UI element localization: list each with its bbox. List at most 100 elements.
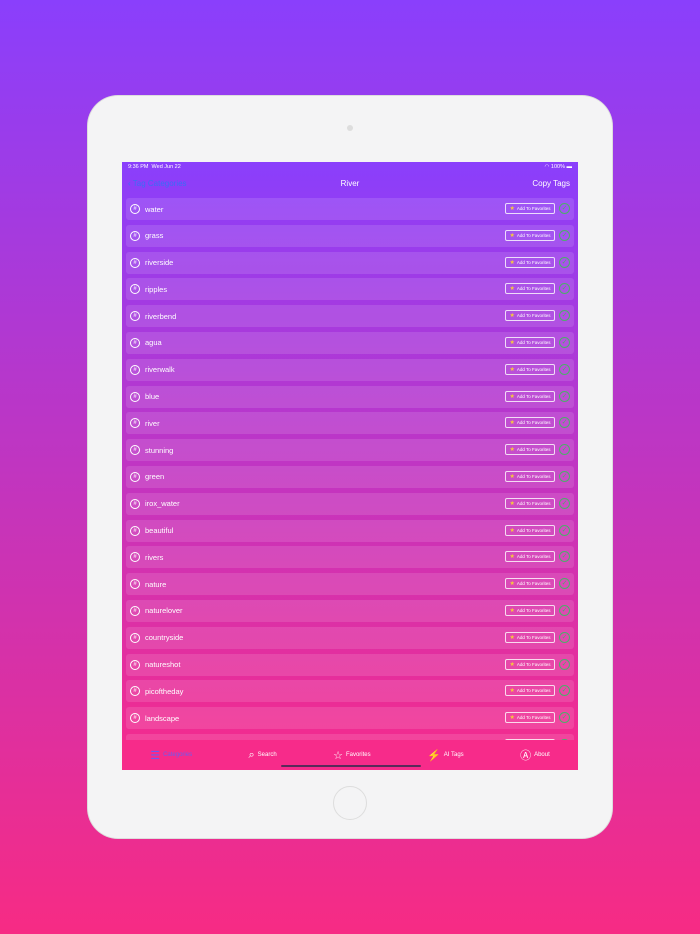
tag-row[interactable]: # beautiful ★ Add To Favorites ✓ <box>126 519 574 542</box>
add-to-favorites-button[interactable]: ★Add To Favorites <box>505 631 555 643</box>
add-to-favorites-button[interactable]: ★Add To Favorites <box>505 712 555 724</box>
tag-row[interactable]: # ripples ★ Add To Favorites ✓ <box>126 278 574 301</box>
battery-level: 100% <box>550 164 565 170</box>
check-circle-icon[interactable]: ✓ <box>559 658 570 670</box>
star-icon: ★ <box>509 366 515 373</box>
chevron-left-icon: ‹ <box>128 179 133 188</box>
tag-row[interactable]: # riverside ★ Add To Favorites ✓ <box>126 251 574 274</box>
add-to-favorites-label: Add To Favorites <box>516 259 551 265</box>
check-circle-icon[interactable]: ✓ <box>559 390 570 402</box>
check-circle-icon[interactable]: ✓ <box>559 336 570 348</box>
add-to-favorites-button[interactable]: ★Add To Favorites <box>505 685 555 697</box>
hashtag-icon: # <box>130 552 140 563</box>
add-to-favorites-button[interactable]: ★Add To Favorites <box>505 497 555 509</box>
tag-label: riverside <box>145 258 174 268</box>
check-circle-icon[interactable]: ✓ <box>559 470 570 482</box>
check-circle-icon[interactable]: ✓ <box>559 685 570 697</box>
add-to-favorites-label: Add To Favorites <box>516 634 551 640</box>
add-to-favorites-label: Add To Favorites <box>516 688 551 694</box>
add-to-favorites-button[interactable]: ★Add To Favorites <box>505 256 555 268</box>
about-icon: Ⓐ <box>520 750 532 762</box>
tag-row[interactable]: # stunning ★ Add To Favorites ✓ <box>126 439 574 462</box>
tag-row[interactable]: # river ★ Add To Favorites ✓ <box>126 412 574 435</box>
check-circle-icon[interactable]: ✓ <box>559 524 570 536</box>
tag-row[interactable]: # green ★ Add To Favorites ✓ <box>126 465 574 488</box>
star-icon: ★ <box>509 259 515 266</box>
tag-row[interactable]: # rivers ★ Add To Favorites ✓ <box>126 546 574 569</box>
tab-ai-tags[interactable]: ⚡ AI Tags <box>427 749 464 762</box>
tag-list: # water ★ Add To Favorites ✓ # grass ★ Add To… <box>126 198 574 761</box>
tag-row[interactable]: # countryside ★ Add To Favorites ✓ <box>126 626 574 649</box>
tag-label: naturelover <box>145 606 183 616</box>
check-circle-icon[interactable]: ✓ <box>559 417 570 429</box>
add-to-favorites-button[interactable]: ★Add To Favorites <box>505 390 555 402</box>
star-icon: ★ <box>509 527 515 534</box>
tag-row[interactable]: # riverbend ★ Add To Favorites ✓ <box>126 305 574 328</box>
add-to-favorites-button[interactable]: ★Add To Favorites <box>505 604 555 616</box>
check-circle-icon[interactable]: ✓ <box>559 363 570 375</box>
tag-row[interactable]: # agua ★ Add To Favorites ✓ <box>126 331 574 354</box>
check-circle-icon[interactable]: ✓ <box>559 444 570 456</box>
tab-about[interactable]: Ⓐ About <box>520 747 550 763</box>
add-to-favorites-label: Add To Favorites <box>516 661 551 667</box>
add-to-favorites-button[interactable]: ★Add To Favorites <box>505 658 555 670</box>
add-to-favorites-button[interactable]: ★Add To Favorites <box>505 551 555 563</box>
tag-row[interactable]: # irox_water ★ Add To Favorites ✓ <box>126 492 574 515</box>
add-to-favorites-button[interactable]: ★Add To Favorites <box>505 363 555 375</box>
home-button[interactable] <box>333 786 367 820</box>
hashtag-icon: # <box>130 632 140 643</box>
add-to-favorites-button[interactable]: ★Add To Favorites <box>505 444 555 456</box>
check-circle-icon[interactable]: ✓ <box>559 631 570 643</box>
tag-row[interactable]: # water ★ Add To Favorites ✓ <box>126 198 574 220</box>
star-icon: ★ <box>509 447 515 454</box>
add-to-favorites-button[interactable]: ★Add To Favorites <box>505 524 555 536</box>
add-to-favorites-label: Add To Favorites <box>516 527 551 533</box>
star-icon: ☆ <box>333 749 343 762</box>
add-to-favorites-button[interactable]: ★Add To Favorites <box>505 310 555 322</box>
back-button[interactable]: ‹ Tag Categories <box>128 179 187 188</box>
add-to-favorites-button[interactable]: ★Add To Favorites <box>505 578 555 590</box>
star-icon: ★ <box>509 554 515 561</box>
tag-row[interactable]: # picoftheday ★ Add To Favorites ✓ <box>126 680 574 703</box>
check-circle-icon[interactable]: ✓ <box>559 229 570 241</box>
tab-favorites[interactable]: ☆ Favorites <box>333 749 371 762</box>
add-to-favorites-label: Add To Favorites <box>516 206 551 211</box>
add-to-favorites-button[interactable]: ★Add To Favorites <box>505 229 555 241</box>
ai-tags-icon: ⚡ <box>427 749 441 762</box>
search-icon: ⌕ <box>248 748 255 761</box>
add-to-favorites-button[interactable]: ★Add To Favorites <box>505 470 555 482</box>
tag-row[interactable]: # nature ★ Add To Favorites ✓ <box>126 573 574 596</box>
add-to-favorites-label: Add To Favorites <box>516 339 551 345</box>
star-icon: ★ <box>509 393 515 400</box>
tag-row[interactable]: # blue ★ Add To Favorites ✓ <box>126 385 574 408</box>
tab-search[interactable]: ⌕ Search <box>249 749 277 762</box>
tag-row[interactable]: # landscape ★ Add To Favorites ✓ <box>126 707 574 730</box>
add-to-favorites-button[interactable]: ★Add To Favorites <box>505 283 555 295</box>
star-icon: ★ <box>509 661 515 668</box>
check-circle-icon[interactable]: ✓ <box>559 604 570 616</box>
add-to-favorites-button[interactable]: ★Add To Favorites <box>505 417 555 429</box>
tag-label: rivers <box>145 552 164 562</box>
add-to-favorites-label: Add To Favorites <box>516 393 551 399</box>
tag-row[interactable]: # natureshot ★ Add To Favorites ✓ <box>126 653 574 676</box>
add-to-favorites-label: Add To Favorites <box>516 607 551 613</box>
star-icon: ★ <box>509 715 515 722</box>
check-circle-icon[interactable]: ✓ <box>559 551 570 563</box>
copy-tags-button[interactable]: Copy Tags <box>532 179 570 188</box>
check-circle-icon[interactable]: ✓ <box>559 712 570 724</box>
add-to-favorites-button[interactable]: ★Add To Favorites <box>505 203 555 214</box>
add-to-favorites-button[interactable]: ★Add To Favorites <box>505 336 555 348</box>
check-circle-icon[interactable]: ✓ <box>559 203 570 214</box>
check-circle-icon[interactable]: ✓ <box>559 310 570 322</box>
tag-row[interactable]: # riverwalk ★ Add To Favorites ✓ <box>126 358 574 381</box>
check-circle-icon[interactable]: ✓ <box>559 497 570 509</box>
tab-categories[interactable]: ☰ Categories <box>150 749 192 762</box>
check-circle-icon[interactable]: ✓ <box>559 283 570 295</box>
check-circle-icon[interactable]: ✓ <box>559 256 570 268</box>
star-icon: ★ <box>509 313 515 320</box>
check-circle-icon[interactable]: ✓ <box>559 578 570 590</box>
tag-label: nature <box>145 579 167 589</box>
tag-row[interactable]: # grass ★ Add To Favorites ✓ <box>126 224 574 247</box>
tag-row[interactable]: # naturelover ★ Add To Favorites ✓ <box>126 599 574 622</box>
add-to-favorites-label: Add To Favorites <box>516 581 551 587</box>
